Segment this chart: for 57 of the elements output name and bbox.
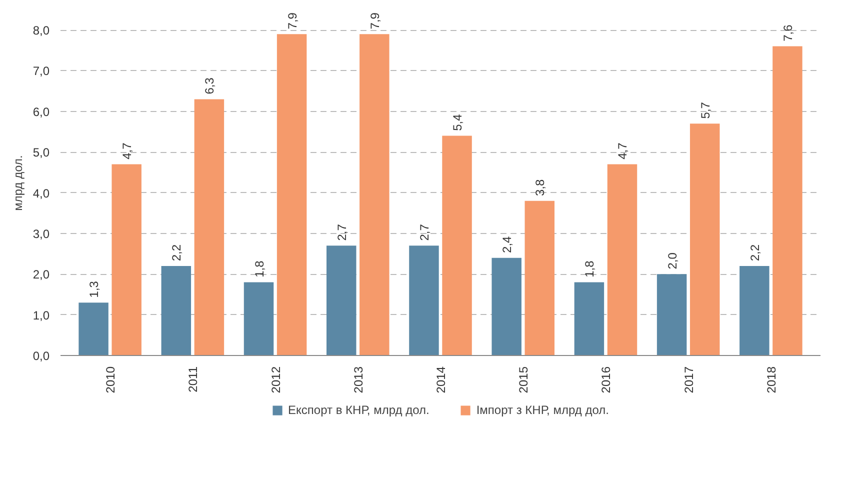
bar bbox=[244, 282, 274, 356]
data-label: 2,7 bbox=[334, 224, 349, 241]
data-label: 7,9 bbox=[368, 12, 382, 30]
x-tick-label: 2014 bbox=[434, 366, 448, 394]
data-label: 2,2 bbox=[748, 244, 762, 262]
bar bbox=[112, 164, 142, 356]
data-label: 2,2 bbox=[170, 244, 184, 262]
bar bbox=[690, 124, 720, 356]
data-label: 2,7 bbox=[417, 224, 432, 241]
bar bbox=[276, 34, 307, 356]
bar bbox=[194, 99, 224, 356]
y-tick-label: 1,0 bbox=[32, 308, 50, 322]
bar bbox=[524, 200, 554, 356]
x-tick-label: 2012 bbox=[268, 366, 283, 394]
data-label: 6,3 bbox=[202, 77, 217, 94]
data-label: 2,4 bbox=[500, 236, 514, 253]
y-tick-label: 6,0 bbox=[32, 104, 50, 119]
bar bbox=[492, 258, 522, 356]
y-axis-title: млрд дол. bbox=[10, 155, 25, 211]
y-tick-label: 3,0 bbox=[32, 226, 50, 241]
x-tick-label: 2016 bbox=[599, 366, 614, 394]
y-tick-label: 7,0 bbox=[32, 64, 50, 78]
bar bbox=[656, 274, 687, 356]
y-tick-label: 5,0 bbox=[32, 146, 50, 160]
x-tick-label: 2015 bbox=[516, 366, 531, 394]
bar bbox=[442, 136, 472, 356]
bar bbox=[360, 34, 390, 356]
data-label: 1,3 bbox=[87, 280, 102, 298]
y-tick-label: 2,0 bbox=[32, 268, 50, 282]
x-tick-label: 2013 bbox=[351, 366, 366, 394]
bar bbox=[740, 266, 770, 356]
bar bbox=[409, 246, 439, 356]
data-label: 7,6 bbox=[780, 24, 795, 42]
data-label: 5,4 bbox=[450, 114, 465, 131]
data-label: 2,0 bbox=[665, 252, 680, 270]
data-label: 4,7 bbox=[616, 142, 630, 160]
y-tick-label: 8,0 bbox=[32, 24, 50, 38]
bar bbox=[78, 302, 108, 356]
x-tick-label: 2017 bbox=[682, 366, 696, 394]
x-tick-label: 2011 bbox=[186, 366, 200, 392]
bar bbox=[574, 282, 604, 356]
data-label: 1,8 bbox=[252, 260, 266, 278]
legend-label: Імпорт з КНР, млрд дол. bbox=[476, 403, 609, 417]
bar bbox=[161, 266, 192, 356]
x-tick-label: 2018 bbox=[764, 366, 778, 394]
y-tick-label: 0,0 bbox=[32, 349, 50, 363]
bar bbox=[607, 164, 638, 356]
y-tick-label: 4,0 bbox=[32, 186, 50, 200]
data-label: 1,8 bbox=[582, 260, 597, 278]
bar bbox=[326, 246, 356, 356]
data-label: 7,9 bbox=[285, 12, 300, 30]
data-label: 5,7 bbox=[698, 102, 712, 119]
x-tick-label: 2010 bbox=[104, 366, 118, 394]
bar bbox=[772, 46, 802, 356]
legend-label: Експорт в КНР, млрд дол. bbox=[288, 403, 430, 417]
data-label: 3,8 bbox=[533, 179, 548, 196]
data-label: 4,7 bbox=[120, 142, 134, 160]
